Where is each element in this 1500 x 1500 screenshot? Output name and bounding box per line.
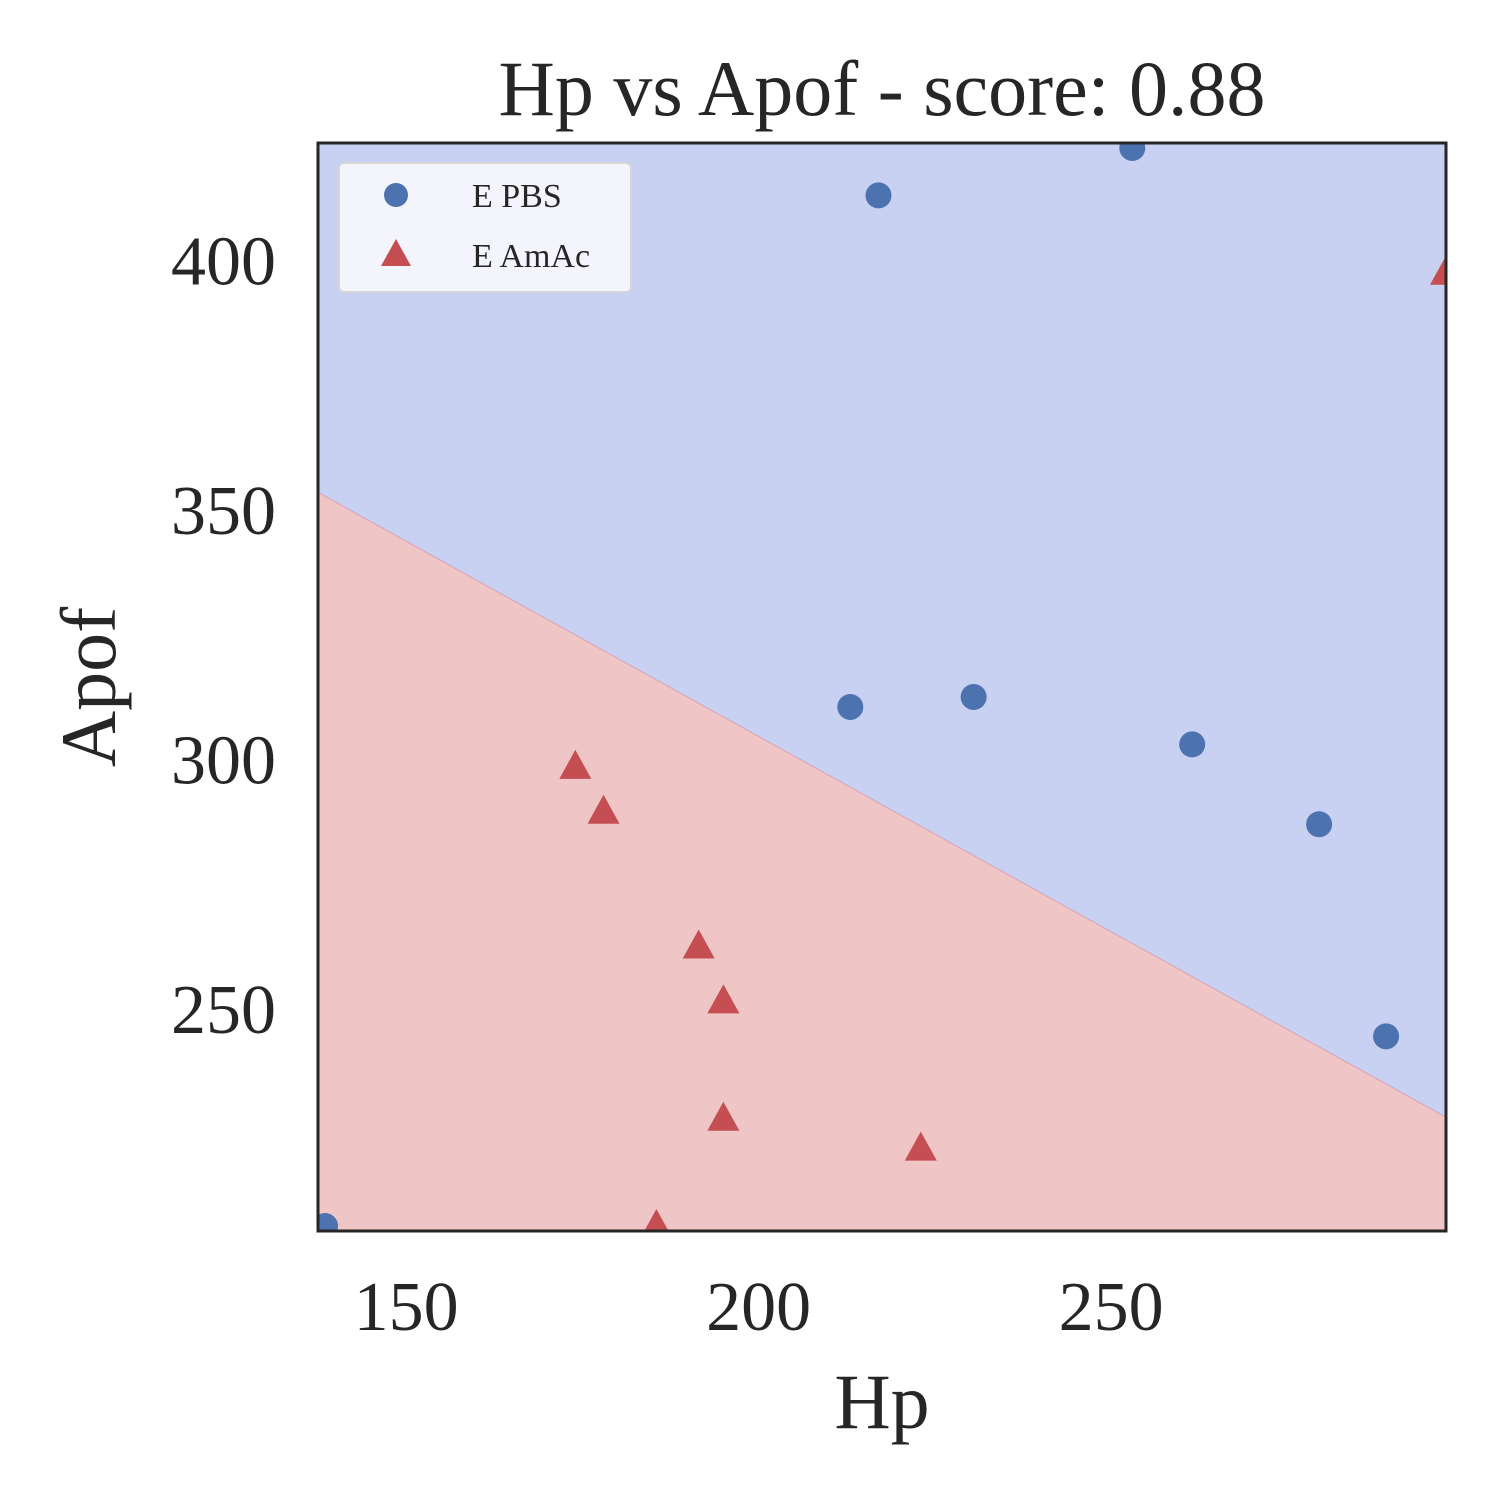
y-tick-label: 250 — [171, 972, 276, 1049]
point-e-pbs — [1119, 135, 1145, 161]
point-e-pbs — [837, 694, 863, 720]
chart-title: Hp vs Apof - score: 0.88 — [499, 45, 1266, 132]
x-tick-label: 250 — [1059, 1269, 1164, 1346]
point-e-pbs — [1373, 1023, 1399, 1049]
y-tick-label: 300 — [171, 722, 276, 799]
x-axis-label: Hp — [834, 1358, 929, 1445]
x-tick-label: 200 — [706, 1269, 811, 1346]
y-tick-label: 350 — [171, 473, 276, 550]
legend: E PBS E AmAc — [339, 163, 631, 292]
point-e-pbs — [1179, 731, 1205, 757]
legend-label-e-amac: E AmAc — [472, 238, 590, 275]
y-axis-label: Apof — [45, 607, 132, 767]
point-e-pbs — [312, 1213, 338, 1239]
point-e-pbs — [961, 684, 987, 710]
point-e-pbs — [1306, 811, 1332, 837]
point-e-pbs — [865, 182, 891, 208]
x-tick-label: 150 — [354, 1269, 459, 1346]
y-tick-label: 400 — [171, 223, 276, 300]
legend-marker-e-pbs — [384, 183, 408, 207]
legend-label-e-pbs: E PBS — [472, 178, 562, 215]
